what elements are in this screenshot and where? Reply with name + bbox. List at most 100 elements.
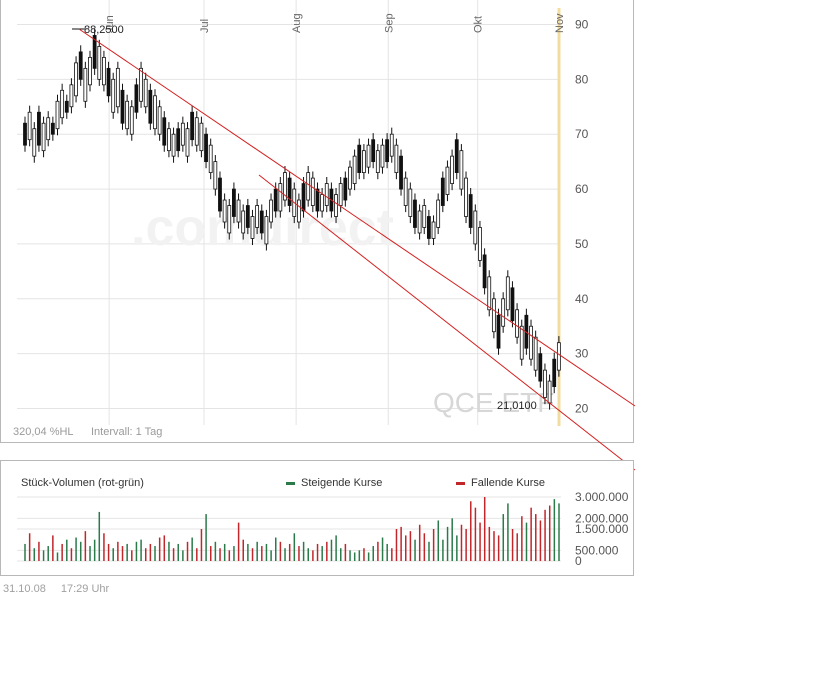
candle-body <box>97 46 102 80</box>
candle-body <box>83 67 88 102</box>
candle-body <box>227 205 232 234</box>
candle-body <box>236 199 241 223</box>
candle-body <box>403 177 408 206</box>
timestamp-time: 17:29 Uhr <box>60 583 110 595</box>
candle-body <box>92 35 97 69</box>
candle-body <box>552 358 557 387</box>
candle-body <box>440 177 445 206</box>
candle-body <box>50 122 55 135</box>
candle-body <box>64 100 69 113</box>
y-tick-label: 20 <box>575 402 589 416</box>
candle-body <box>389 133 394 157</box>
candle-body <box>348 166 352 190</box>
instrument-label: QCE ETF <box>433 387 554 418</box>
candle-body <box>134 84 139 113</box>
candle-body <box>37 111 41 146</box>
y-tick-label: 40 <box>575 292 589 306</box>
candle-body <box>491 298 496 333</box>
candle-body <box>232 188 236 217</box>
candle-body <box>153 95 157 130</box>
candle-body <box>413 199 417 228</box>
candle-body <box>88 56 92 86</box>
candle-body <box>167 128 171 152</box>
candle-body <box>157 106 162 135</box>
candle-body <box>547 380 552 404</box>
candle-body <box>556 342 561 371</box>
candle-body <box>459 150 464 190</box>
candle-body <box>315 188 320 212</box>
candle-body <box>69 84 74 108</box>
candle-body <box>269 199 273 223</box>
candle-body <box>194 117 199 146</box>
candle-body <box>208 144 213 174</box>
y-tick-label: 30 <box>575 347 589 361</box>
candle-body <box>273 188 278 212</box>
candle-body <box>222 199 227 223</box>
candle-body <box>278 183 283 212</box>
candle-body <box>357 144 362 174</box>
candle-body <box>543 369 547 398</box>
rising-legend-label: Steigende Kurse <box>301 477 382 489</box>
volume-y-tick-label: 0 <box>575 554 582 568</box>
candle-body <box>533 336 538 371</box>
candle-body <box>473 210 478 245</box>
high-value-label: 88,2500 <box>84 24 124 36</box>
candle-body <box>129 106 134 135</box>
candle-body <box>515 309 519 338</box>
range-info: 320,04 %HL <box>13 426 74 438</box>
candle-body <box>27 111 32 141</box>
current-day-highlight <box>557 8 561 426</box>
candle-body <box>310 177 315 206</box>
candle-body <box>32 128 37 157</box>
low-value-label: 21,0100 <box>497 400 537 412</box>
candle-body <box>125 100 130 130</box>
candle-body <box>519 325 524 360</box>
candle-body <box>143 78 148 108</box>
candle-body <box>505 276 510 311</box>
trendline-upper <box>78 28 636 407</box>
candle-body <box>55 100 60 130</box>
candle-body <box>426 216 431 239</box>
candle-body <box>46 117 51 141</box>
candle-body <box>320 194 325 212</box>
candle-body <box>375 150 380 174</box>
falling-legend-label: Fallende Kurse <box>471 477 545 489</box>
candle-body <box>199 122 204 152</box>
candle-body <box>250 216 255 239</box>
x-tick-label-month: Jun <box>104 15 116 33</box>
x-tick-label-month: Jul <box>199 19 211 33</box>
interval-info: Intervall: 1 Tag <box>91 426 162 438</box>
candle-body <box>213 161 218 190</box>
candle-body <box>190 111 195 141</box>
candle-body <box>464 177 468 217</box>
candle-body <box>120 89 125 124</box>
candle-body <box>301 183 306 212</box>
candle-body <box>245 205 250 228</box>
x-tick-label-month: Nov <box>554 13 566 33</box>
candle-body <box>338 183 343 206</box>
candle-body <box>478 227 482 261</box>
candle-body <box>111 78 116 113</box>
candle-body <box>204 133 208 163</box>
volume-y-tick-label: 500.000 <box>575 543 619 557</box>
candle-body <box>352 155 357 184</box>
y-tick-label: 80 <box>575 72 589 86</box>
x-tick-label-month: Okt <box>473 16 485 33</box>
candle-body <box>115 67 120 108</box>
candle-body <box>408 188 413 217</box>
candle-body <box>185 128 190 157</box>
volume-chart: Stück-Volumen (rot-grün) Steigende Kurse… <box>17 477 629 568</box>
candle-body <box>148 89 153 124</box>
candle-body <box>399 155 403 190</box>
candle-body <box>361 150 366 174</box>
y-tick-label: 60 <box>575 182 589 196</box>
volume-title: Stück-Volumen (rot-grün) <box>21 477 144 489</box>
candle-body <box>394 144 399 174</box>
rising-legend-swatch <box>286 482 295 485</box>
candle-body <box>162 117 167 146</box>
candle-body <box>417 210 422 234</box>
candle-body <box>529 325 533 360</box>
candle-body <box>23 122 27 146</box>
